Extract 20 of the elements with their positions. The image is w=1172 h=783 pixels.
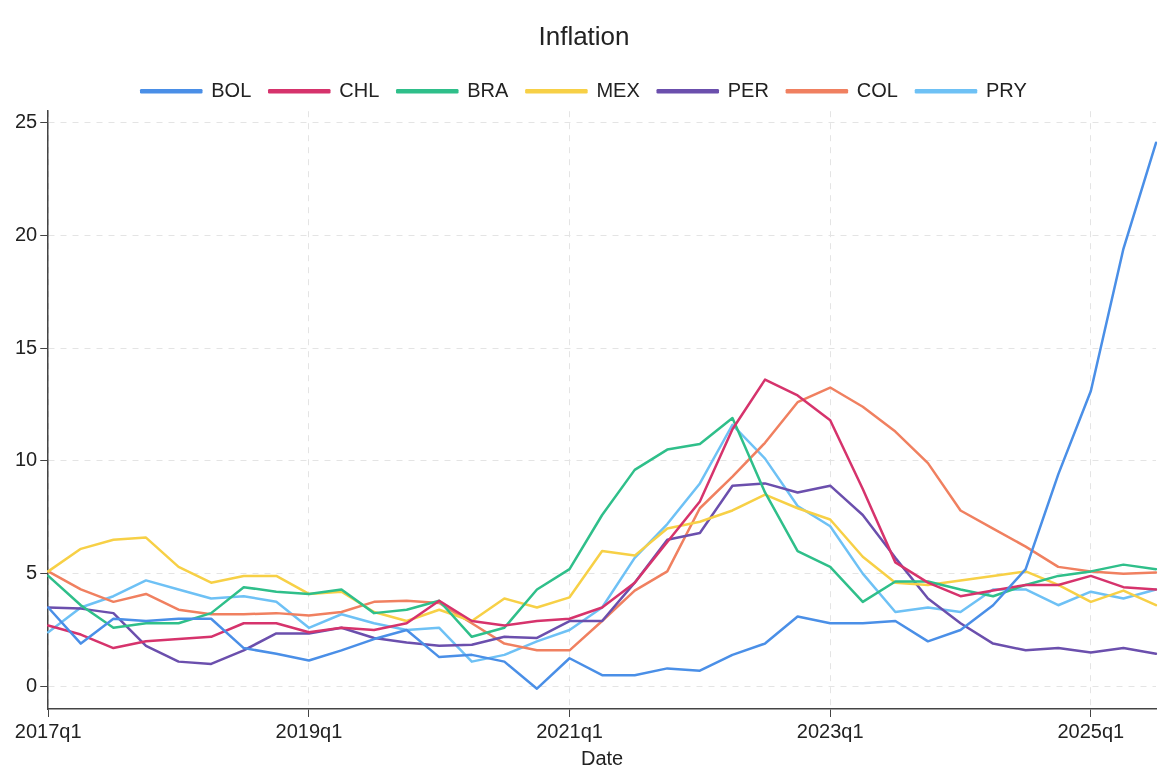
- legend-label: PRY: [985, 78, 1027, 101]
- x-tick-label: 2021q1: [536, 719, 603, 742]
- x-tick-label: 2019q1: [275, 719, 343, 742]
- y-tick-label: 20: [15, 222, 38, 245]
- y-tick-label: 15: [15, 335, 38, 358]
- legend-label: PER: [727, 78, 769, 101]
- y-tick-label: 0: [26, 673, 38, 696]
- x-axis-title: Date: [581, 746, 624, 769]
- legend-label: MEX: [596, 78, 640, 101]
- legend-label: BRA: [467, 78, 510, 101]
- legend-label: COL: [856, 78, 898, 101]
- x-tick-label: 2017q1: [14, 719, 82, 742]
- legend-label: CHL: [339, 78, 380, 101]
- y-tick-label: 25: [15, 109, 38, 132]
- y-tick-label: 10: [15, 448, 38, 471]
- chart-title: Inflation: [538, 20, 630, 51]
- x-tick-label: 2025q1: [1057, 719, 1125, 742]
- legend-label: BOL: [211, 78, 252, 101]
- y-tick-label: 5: [26, 561, 38, 584]
- x-tick-label: 2023q1: [796, 719, 864, 742]
